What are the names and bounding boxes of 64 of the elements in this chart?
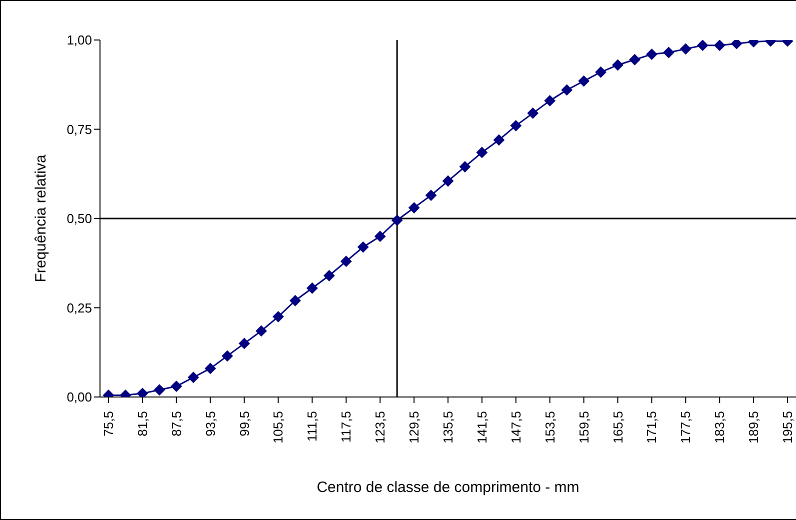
- point: [154, 384, 165, 396]
- x-tick-label: 159,5: [576, 411, 592, 444]
- y-tick-label: 0,00: [66, 390, 92, 405]
- point: [306, 282, 318, 294]
- x-tick-label: 93,5: [202, 411, 218, 436]
- point: [476, 146, 488, 158]
- x-tick-label: 177,5: [678, 411, 694, 444]
- point: [324, 270, 335, 282]
- x-tick-label: 117,5: [338, 411, 354, 443]
- point: [358, 242, 369, 253]
- point: [442, 176, 454, 187]
- x-axis-title: Centro de classe de comprimento - mm: [316, 479, 580, 496]
- point: [646, 48, 658, 60]
- point: [595, 66, 606, 78]
- point: [374, 230, 386, 242]
- point: [426, 190, 437, 201]
- point: [204, 362, 216, 374]
- point: [459, 161, 470, 172]
- point: [290, 295, 301, 306]
- x-tick-label: 135,5: [440, 411, 456, 444]
- y-tick-label: 1,00: [66, 32, 92, 48]
- x-tick-label: 99,5: [236, 411, 252, 436]
- point: [697, 40, 708, 51]
- point: [170, 380, 182, 392]
- point: [714, 40, 726, 51]
- point: [561, 84, 572, 96]
- x-tick-label: 111,5: [304, 411, 320, 442]
- y-axis-title: Frequência relativa: [32, 154, 50, 282]
- y-tick-label: 0,50: [66, 211, 92, 226]
- point: [544, 95, 556, 106]
- point: [731, 40, 742, 50]
- point: [272, 311, 284, 322]
- point: [238, 338, 250, 349]
- point: [256, 325, 267, 336]
- point: [136, 388, 148, 397]
- x-tick-label: 81,5: [134, 411, 150, 436]
- point: [340, 256, 352, 267]
- x-tick-label: 189,5: [746, 411, 762, 444]
- x-tick-label: 123,5: [372, 411, 388, 444]
- x-tick-label: 183,5: [712, 411, 728, 444]
- x-tick-label: 75,5: [100, 411, 116, 436]
- point: [392, 214, 403, 226]
- y-tick-label: 0,25: [66, 300, 92, 316]
- y-tick-label: 0,75: [66, 122, 92, 137]
- x-tick-label: 129,5: [406, 411, 422, 444]
- point: [578, 76, 590, 87]
- point: [527, 108, 538, 119]
- x-tick-label: 105,5: [270, 411, 286, 444]
- x-tick-label: 195,5: [780, 411, 796, 444]
- x-tick-label: 87,5: [168, 411, 184, 436]
- point: [612, 59, 624, 70]
- point: [408, 202, 420, 214]
- point: [493, 134, 504, 146]
- point: [663, 46, 674, 58]
- x-tick-label: 153,5: [542, 411, 558, 444]
- x-tick-label: 147,5: [508, 411, 524, 444]
- x-tick-label: 141,5: [474, 411, 490, 444]
- point: [680, 43, 692, 54]
- point: [188, 372, 199, 383]
- x-tick-label: 165,5: [610, 411, 626, 444]
- point: [510, 120, 522, 132]
- point: [629, 54, 640, 66]
- x-tick-label: 171,5: [644, 411, 660, 444]
- point: [222, 350, 233, 362]
